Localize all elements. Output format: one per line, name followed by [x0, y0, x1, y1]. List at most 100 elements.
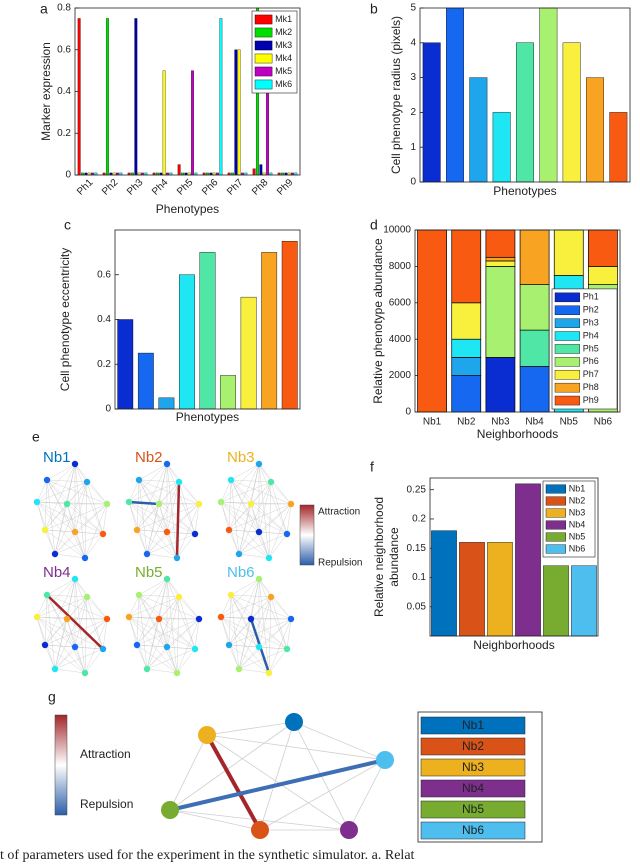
graph-title: Nb6: [227, 564, 255, 581]
graph-edge: [46, 463, 76, 481]
bar-segment: [519, 329, 550, 367]
graph-edge: [46, 479, 56, 555]
graph-node: [173, 669, 181, 677]
graph-edge: [36, 616, 86, 674]
graph-edge: [138, 594, 196, 650]
graph-edge: [138, 594, 160, 620]
y-tick-label: 6000: [389, 297, 412, 308]
graph-node: [51, 550, 59, 558]
graph-node: [33, 613, 41, 621]
graph-edge: [166, 503, 200, 533]
graph-edge: [138, 578, 168, 596]
graph-edge: [128, 616, 138, 646]
strong-edge: [169, 758, 386, 812]
graph-edge: [136, 529, 148, 555]
y-tick-label: 0: [405, 407, 411, 418]
bar: [469, 77, 488, 183]
bar: [431, 530, 457, 637]
axes-frame: [429, 477, 599, 637]
graph-edge: [228, 578, 260, 646]
graph-edge: [136, 479, 140, 531]
graph-edge: [228, 618, 252, 646]
bar-segment: [485, 260, 516, 267]
x-axis-label: Phenotypes: [176, 410, 239, 424]
legend-swatch: [420, 779, 526, 798]
graph-edge: [36, 578, 76, 618]
graph-node: [247, 615, 255, 623]
legend-swatch: [554, 370, 580, 380]
bar: [219, 18, 223, 176]
graph-edge: [46, 594, 56, 670]
graph-edge: [228, 479, 232, 531]
graph-edge: [169, 734, 208, 811]
graph-edge: [230, 594, 260, 648]
graph-edge: [44, 503, 108, 531]
colorbar-label: Attraction: [80, 747, 131, 761]
graph-node: [33, 498, 41, 506]
graph-edge: [258, 578, 272, 598]
graph-edge: [166, 578, 196, 650]
graph-edge: [74, 503, 108, 533]
graph-node: [125, 613, 133, 621]
graph-edge: [220, 501, 292, 505]
graph-edge: [220, 596, 272, 618]
legend-swatch: [254, 27, 273, 38]
graph-edge: [178, 481, 200, 505]
graph-node: [255, 575, 263, 583]
graph-edge: [166, 578, 200, 620]
y-tick-label: 0.05: [407, 601, 427, 612]
graph-edge: [46, 594, 86, 674]
graph-node: [51, 665, 59, 673]
graph-edge: [54, 668, 86, 674]
y-tick-label: 0.15: [407, 543, 427, 554]
x-tick-label: Ph7: [225, 177, 246, 198]
graph-node: [71, 528, 79, 536]
graph-node: [83, 593, 91, 601]
caption: t of parameters used for the experiment …: [0, 848, 415, 863]
bar: [237, 49, 241, 176]
graph-edge: [128, 616, 196, 650]
graph-edge: [128, 616, 200, 620]
legend-label: Mk2: [275, 27, 292, 37]
axes-frame: [419, 7, 631, 183]
graph-edge: [228, 644, 270, 674]
graph-edge: [238, 646, 260, 670]
graph-node: [125, 498, 133, 506]
graph-edge: [220, 501, 230, 531]
graph-title: Nb2: [135, 449, 163, 466]
panel-label: e: [32, 429, 40, 445]
graph-edge: [158, 503, 168, 533]
legend-swatch: [545, 520, 566, 530]
bar: [134, 18, 138, 176]
legend-label: Mk1: [275, 14, 292, 24]
graph-edge: [54, 618, 108, 670]
graph-title: Nb5: [135, 564, 163, 581]
graph-edge: [238, 648, 288, 670]
graph-edge: [128, 481, 180, 503]
x-tick-label: Ph6: [200, 177, 221, 198]
graph-edge: [138, 479, 200, 505]
graph-edge: [86, 596, 108, 620]
graph-node: [267, 593, 275, 601]
graph-edge: [136, 594, 140, 646]
graph-edge: [348, 759, 386, 831]
graph-edge: [228, 594, 232, 646]
legend-label: Ph4: [583, 330, 599, 340]
bar-segment: [417, 229, 447, 413]
legend-swatch: [554, 395, 580, 406]
x-axis-label: Phenotypes: [156, 202, 219, 216]
graph-edge: [138, 463, 168, 481]
bar: [609, 112, 628, 183]
graph-node: [155, 615, 163, 623]
graph-edge: [138, 594, 178, 674]
bar: [240, 296, 257, 410]
legend-label: Nb5: [569, 531, 586, 541]
x-tick-label: Nb4: [525, 417, 544, 428]
graph-node: [63, 500, 71, 508]
bar-segment: [451, 357, 482, 376]
graph-edge: [46, 594, 88, 598]
x-tick-label: Ph8: [250, 177, 271, 198]
bar: [259, 164, 263, 176]
graph-edge: [86, 596, 104, 650]
